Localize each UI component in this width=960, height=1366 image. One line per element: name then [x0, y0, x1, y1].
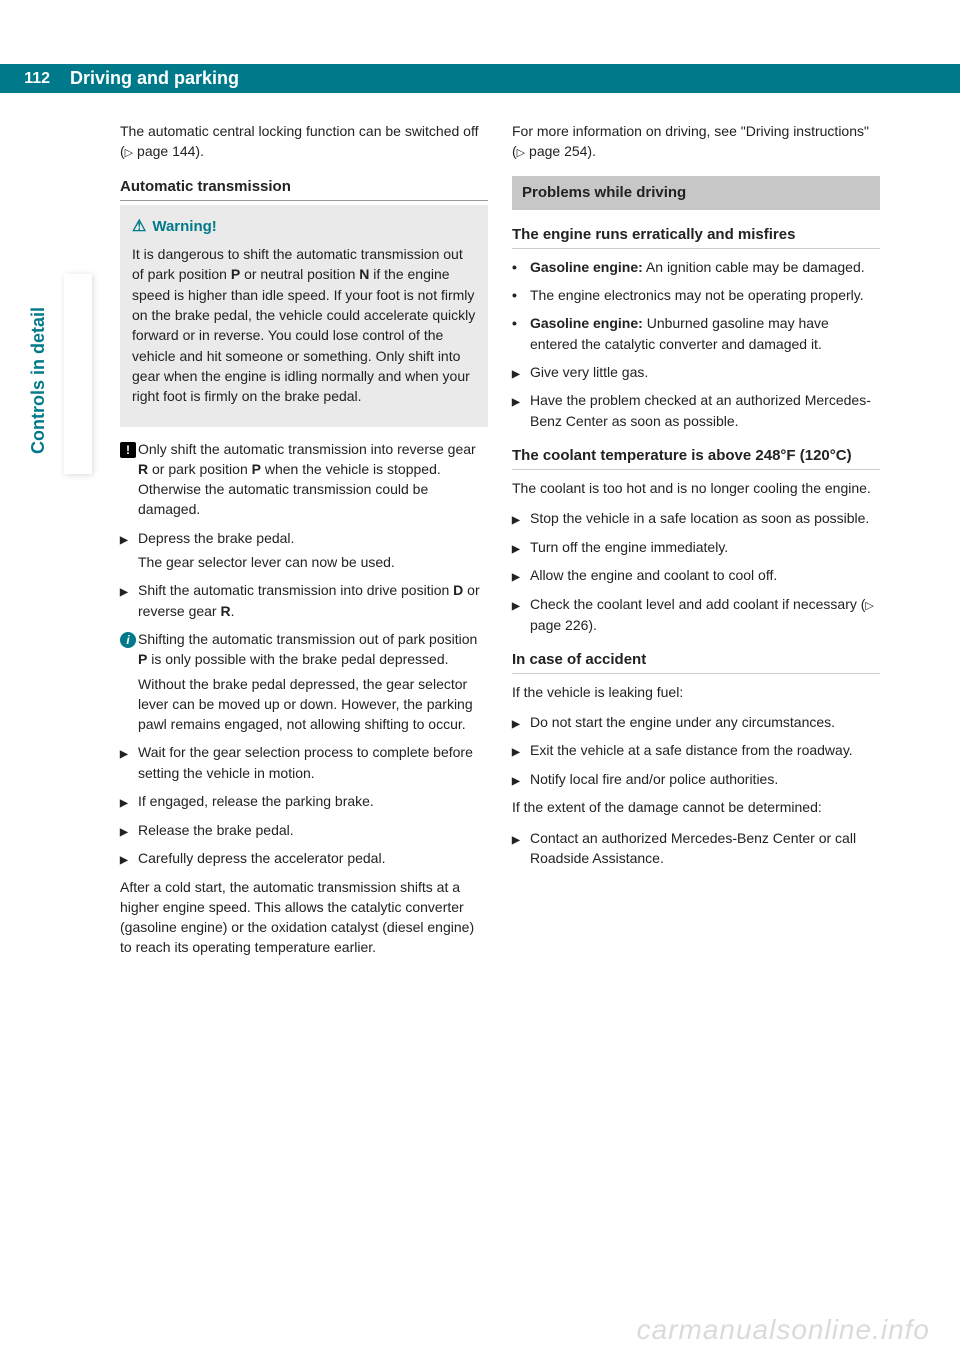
- subsection-title: The engine runs erratically and misfires: [512, 224, 880, 249]
- step-item: Release the brake pedal.: [120, 820, 488, 841]
- step-text: Notify local fire and/or police authorit…: [530, 769, 880, 790]
- step-arrow-icon: [120, 820, 138, 841]
- gray-heading-box: Problems while driving: [512, 176, 880, 210]
- step-arrow-icon: [512, 390, 530, 431]
- step-item: Carefully depress the accelerator pedal.: [120, 848, 488, 869]
- step-item: Stop the vehicle in a safe location as s…: [512, 508, 880, 529]
- step-text: Exit the vehicle at a safe distance from…: [530, 740, 880, 761]
- step-arrow-icon: [120, 742, 138, 783]
- bullet-icon: [512, 257, 530, 277]
- step-item: If engaged, release the parking brake.: [120, 791, 488, 812]
- warning-box: ⚠Warning! It is dangerous to shift the a…: [120, 205, 488, 427]
- step-arrow-icon: [512, 594, 530, 635]
- warning-heading: ⚠Warning!: [132, 215, 476, 238]
- content-area: The automatic central locking function c…: [0, 93, 960, 968]
- body-paragraph: The coolant is too hot and is no longer …: [512, 478, 880, 498]
- bullet-item: Gasoline engine: An ignition cable may b…: [512, 257, 880, 277]
- step-text: Carefully depress the accelerator pedal.: [138, 848, 488, 869]
- bullet-text: Gasoline engine: An ignition cable may b…: [530, 257, 880, 277]
- step-item: Allow the engine and coolant to cool off…: [512, 565, 880, 586]
- step-item: Notify local fire and/or police authorit…: [512, 769, 880, 790]
- step-text: Turn off the engine immediately.: [530, 537, 880, 558]
- header-title: Driving and parking: [58, 64, 960, 93]
- subsection-title: In case of accident: [512, 649, 880, 674]
- step-item: Exit the vehicle at a safe distance from…: [512, 740, 880, 761]
- watermark: carmanualsonline.info: [637, 1314, 930, 1346]
- bullet-text: The engine electronics may not be operat…: [530, 285, 880, 305]
- step-text: Stop the vehicle in a safe location as s…: [530, 508, 880, 529]
- step-text: Shift the automatic transmission into dr…: [138, 580, 488, 621]
- side-tab: [64, 274, 92, 474]
- step-arrow-icon: [120, 848, 138, 869]
- step-arrow-icon: [120, 791, 138, 812]
- right-column: For more information on driving, see "Dr…: [512, 121, 880, 968]
- intro-paragraph: The automatic central locking function c…: [120, 121, 488, 162]
- step-text: If engaged, release the parking brake.: [138, 791, 488, 812]
- body-paragraph: After a cold start, the automatic transm…: [120, 877, 488, 958]
- step-arrow-icon: [512, 828, 530, 869]
- step-text: Contact an authorized Mercedes-Benz Cent…: [530, 828, 880, 869]
- step-item: Wait for the gear selection process to c…: [120, 742, 488, 783]
- step-item: Shift the automatic transmission into dr…: [120, 580, 488, 621]
- step-text: Do not start the engine under any circum…: [530, 712, 880, 733]
- step-item: Contact an authorized Mercedes-Benz Cent…: [512, 828, 880, 869]
- step-item: Depress the brake pedal. The gear select…: [120, 528, 488, 573]
- step-text: Depress the brake pedal. The gear select…: [138, 528, 488, 573]
- step-arrow-icon: [512, 537, 530, 558]
- step-item: Give very little gas.: [512, 362, 880, 383]
- step-text: Check the coolant level and add coolant …: [530, 594, 880, 635]
- step-arrow-icon: [512, 362, 530, 383]
- step-item: Turn off the engine immediately.: [512, 537, 880, 558]
- step-arrow-icon: [120, 580, 138, 621]
- step-text: Allow the engine and coolant to cool off…: [530, 565, 880, 586]
- warning-triangle-icon: ⚠: [132, 215, 146, 238]
- step-text: Give very little gas.: [530, 362, 880, 383]
- step-arrow-icon: [512, 740, 530, 761]
- step-item: Do not start the engine under any circum…: [512, 712, 880, 733]
- note-item: ! Only shift the automatic transmission …: [120, 439, 488, 520]
- info-text: Shifting the automatic transmission out …: [138, 629, 488, 734]
- bullet-text: Gasoline engine: Unburned gasoline may h…: [530, 313, 880, 354]
- step-item: Check the coolant level and add coolant …: [512, 594, 880, 635]
- step-text: Have the problem checked at an authorize…: [530, 390, 880, 431]
- step-text: Release the brake pedal.: [138, 820, 488, 841]
- step-arrow-icon: [512, 565, 530, 586]
- exclamation-icon: !: [120, 442, 136, 458]
- step-arrow-icon: [512, 712, 530, 733]
- left-column: The automatic central locking function c…: [120, 121, 488, 968]
- intro-paragraph: For more information on driving, see "Dr…: [512, 121, 880, 162]
- page-ref-icon: [517, 143, 525, 159]
- step-text: Wait for the gear selection process to c…: [138, 742, 488, 783]
- page-ref-icon: [125, 143, 133, 159]
- page-header: 112 Driving and parking: [0, 64, 960, 93]
- info-icon: i: [120, 632, 136, 648]
- page-number: 112: [0, 64, 58, 93]
- warning-body: It is dangerous to shift the automatic t…: [132, 244, 476, 406]
- section-title: Automatic transmission: [120, 176, 488, 201]
- step-arrow-icon: [120, 528, 138, 573]
- subsection-title: The coolant temperature is above 248°F (…: [512, 445, 880, 470]
- bullet-item: The engine electronics may not be operat…: [512, 285, 880, 305]
- body-paragraph: If the extent of the damage cannot be de…: [512, 797, 880, 817]
- note-text: Only shift the automatic transmission in…: [138, 439, 488, 520]
- step-arrow-icon: [512, 769, 530, 790]
- bullet-icon: [512, 313, 530, 354]
- side-label: Controls in detail: [28, 307, 49, 454]
- info-item: i Shifting the automatic transmission ou…: [120, 629, 488, 734]
- body-paragraph: If the vehicle is leaking fuel:: [512, 682, 880, 702]
- page-ref-icon: [865, 596, 873, 612]
- bullet-icon: [512, 285, 530, 305]
- bullet-item: Gasoline engine: Unburned gasoline may h…: [512, 313, 880, 354]
- step-item: Have the problem checked at an authorize…: [512, 390, 880, 431]
- step-arrow-icon: [512, 508, 530, 529]
